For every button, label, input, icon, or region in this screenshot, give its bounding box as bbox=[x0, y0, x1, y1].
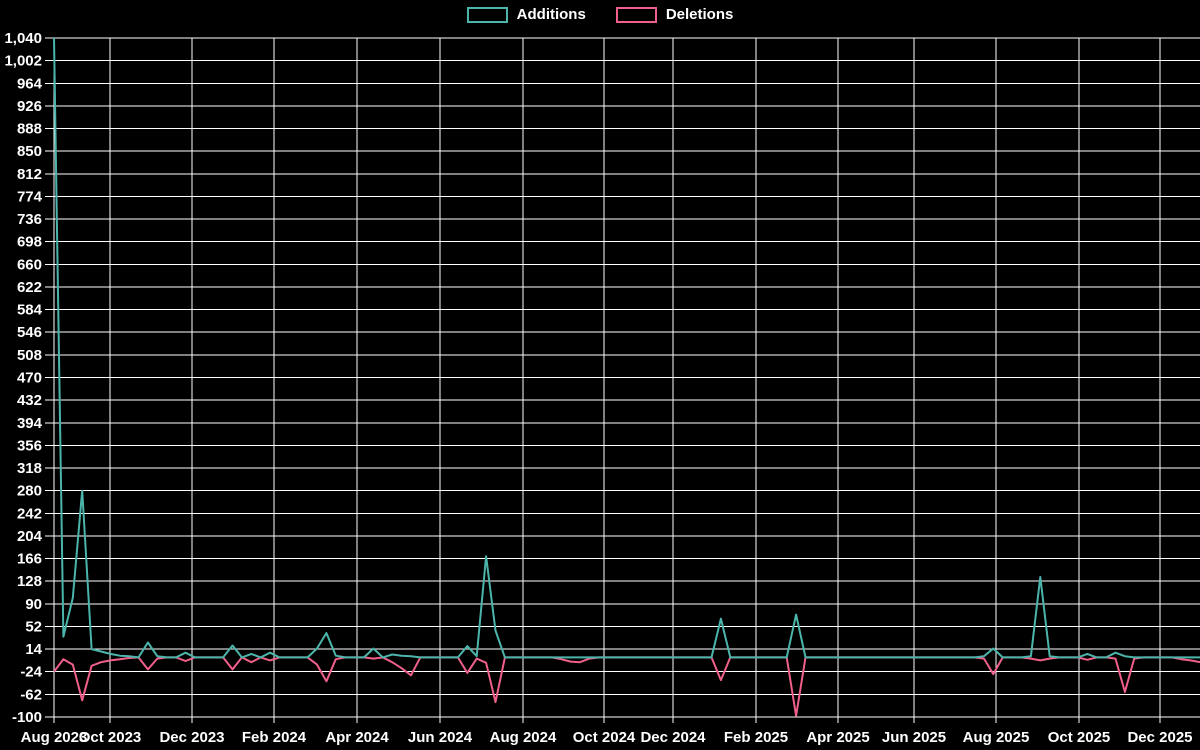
svg-text:432: 432 bbox=[17, 392, 42, 409]
svg-text:850: 850 bbox=[17, 143, 42, 160]
svg-text:14: 14 bbox=[25, 641, 42, 658]
svg-text:926: 926 bbox=[17, 98, 42, 115]
svg-text:622: 622 bbox=[17, 279, 42, 296]
svg-text:128: 128 bbox=[17, 573, 42, 590]
svg-text:Oct 2024: Oct 2024 bbox=[573, 729, 636, 746]
svg-text:242: 242 bbox=[17, 505, 42, 522]
additions-swatch-icon bbox=[466, 6, 508, 23]
svg-text:Aug 2024: Aug 2024 bbox=[490, 729, 557, 746]
deletions-swatch-icon bbox=[615, 6, 657, 23]
svg-text:546: 546 bbox=[17, 324, 42, 341]
svg-text:204: 204 bbox=[17, 528, 43, 545]
svg-text:Apr 2025: Apr 2025 bbox=[806, 729, 869, 746]
svg-text:660: 660 bbox=[17, 256, 42, 273]
svg-text:356: 356 bbox=[17, 437, 42, 454]
svg-text:964: 964 bbox=[17, 75, 43, 92]
legend-item-additions[interactable]: Additions bbox=[466, 6, 586, 23]
svg-text:Aug 2025: Aug 2025 bbox=[963, 729, 1030, 746]
svg-text:166: 166 bbox=[17, 551, 42, 568]
svg-text:Dec 2023: Dec 2023 bbox=[159, 729, 224, 746]
svg-text:736: 736 bbox=[17, 211, 42, 228]
svg-text:Feb 2025: Feb 2025 bbox=[724, 729, 788, 746]
svg-text:-62: -62 bbox=[20, 686, 42, 703]
additions-line bbox=[53, 37, 1200, 659]
svg-text:Oct 2025: Oct 2025 bbox=[1048, 729, 1111, 746]
svg-text:Apr 2024: Apr 2024 bbox=[325, 729, 389, 746]
svg-text:470: 470 bbox=[17, 370, 42, 387]
svg-text:52: 52 bbox=[25, 619, 42, 636]
svg-text:Jun 2025: Jun 2025 bbox=[882, 729, 946, 746]
svg-text:Dec 2024: Dec 2024 bbox=[640, 729, 706, 746]
legend-item-deletions[interactable]: Deletions bbox=[615, 6, 734, 23]
svg-text:698: 698 bbox=[17, 234, 42, 251]
chart-legend: Additions Deletions bbox=[0, 6, 1200, 23]
svg-text:508: 508 bbox=[17, 347, 42, 364]
svg-text:Oct 2023: Oct 2023 bbox=[79, 729, 142, 746]
svg-text:1,002: 1,002 bbox=[4, 53, 42, 70]
svg-text:Jun 2024: Jun 2024 bbox=[408, 729, 473, 746]
svg-text:Aug 2023: Aug 2023 bbox=[21, 729, 88, 746]
svg-text:584: 584 bbox=[17, 302, 43, 319]
svg-text:394: 394 bbox=[17, 415, 43, 432]
svg-text:1,040: 1,040 bbox=[4, 30, 42, 47]
svg-text:Dec 2025: Dec 2025 bbox=[1127, 729, 1192, 746]
legend-label-deletions: Deletions bbox=[665, 6, 734, 23]
svg-text:Feb 2024: Feb 2024 bbox=[242, 729, 307, 746]
gridlines bbox=[45, 37, 1200, 723]
svg-text:-24: -24 bbox=[20, 664, 42, 681]
svg-text:774: 774 bbox=[17, 188, 43, 205]
svg-text:90: 90 bbox=[25, 596, 42, 613]
svg-text:888: 888 bbox=[17, 121, 42, 138]
svg-text:280: 280 bbox=[17, 483, 42, 500]
svg-text:318: 318 bbox=[17, 460, 42, 477]
legend-label-additions: Additions bbox=[516, 6, 586, 23]
y-axis-labels: 1,040 1,002 964 926 888 850 812 774 736 698 660 622… bbox=[4, 30, 42, 726]
svg-text:-100: -100 bbox=[12, 709, 42, 726]
svg-text:812: 812 bbox=[17, 166, 42, 183]
